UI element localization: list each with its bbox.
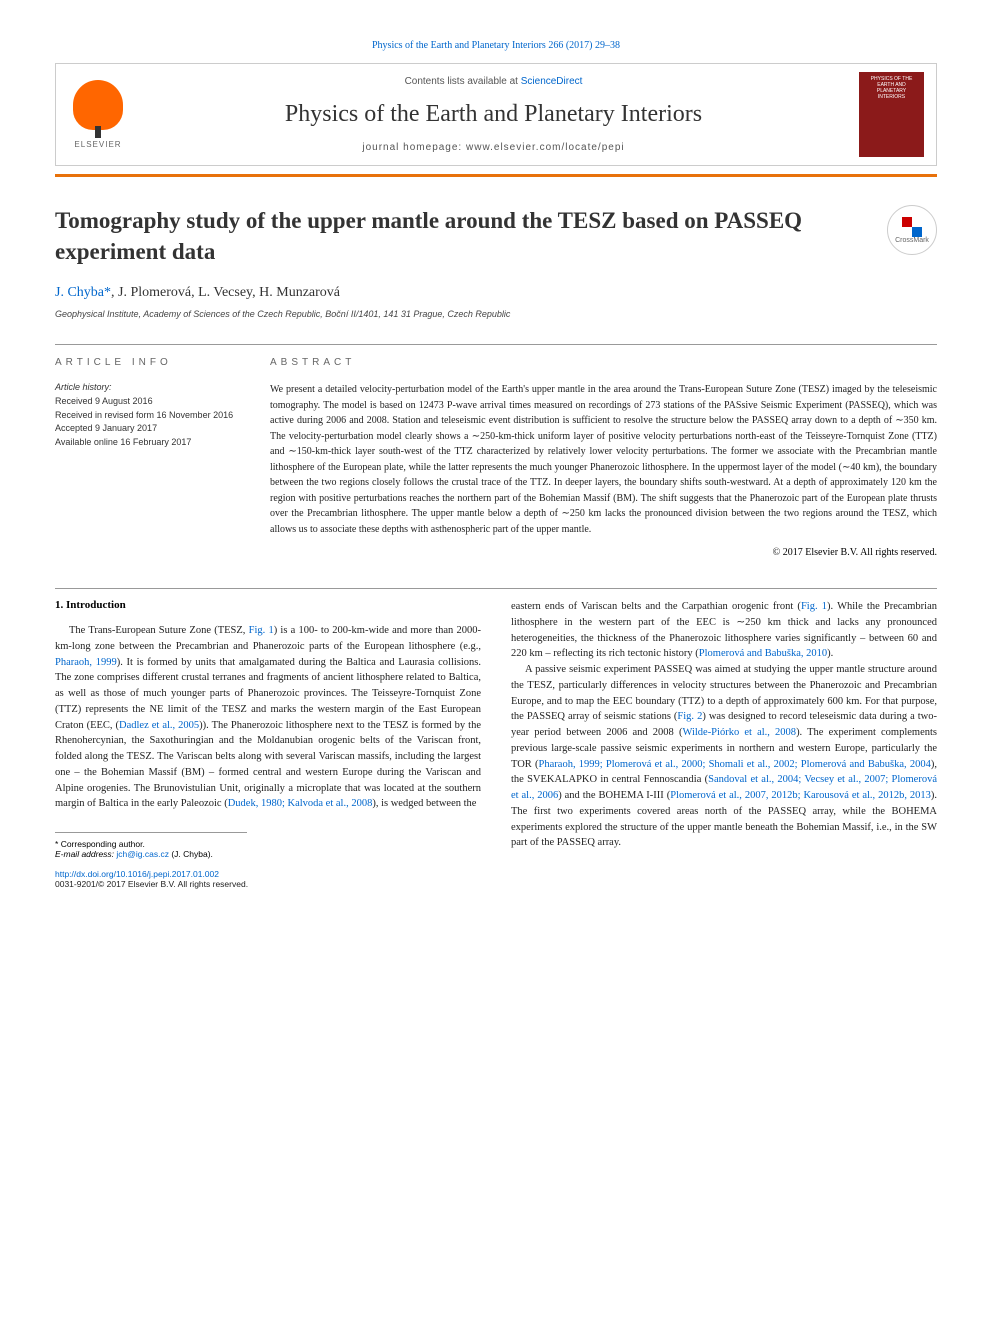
crossmark-label: CrossMark bbox=[895, 237, 929, 244]
sciencedirect-link[interactable]: ScienceDirect bbox=[521, 76, 583, 87]
t-c2-p1-a: eastern ends of Variscan belts and the C… bbox=[511, 601, 801, 612]
corr-label: Corresponding author. bbox=[61, 839, 145, 849]
corr-email-who: (J. Chyba). bbox=[169, 849, 213, 859]
body-column-right: eastern ends of Variscan belts and the C… bbox=[511, 599, 937, 859]
history-revised: Received in revised form 16 November 201… bbox=[55, 409, 240, 423]
section-heading-intro: 1. Introduction bbox=[55, 599, 481, 611]
history-online: Available online 16 February 2017 bbox=[55, 436, 240, 450]
abstract-text: We present a detailed velocity-perturbat… bbox=[270, 382, 937, 537]
body-text-right: eastern ends of Variscan belts and the C… bbox=[511, 599, 937, 851]
homepage-prefix: journal homepage: bbox=[362, 142, 466, 153]
article-info-label: ARTICLE INFO bbox=[55, 357, 240, 368]
ref-dadlez-2005[interactable]: Dadlez et al., 2005 bbox=[119, 720, 199, 731]
journal-name: Physics of the Earth and Planetary Inter… bbox=[128, 101, 859, 128]
corresponding-author-block: * Corresponding author. E-mail address: … bbox=[55, 832, 247, 859]
crossmark-badge[interactable]: CrossMark bbox=[887, 205, 937, 255]
article-title: Tomography study of the upper mantle aro… bbox=[55, 205, 867, 267]
homepage-url[interactable]: www.elsevier.com/locate/pepi bbox=[466, 142, 625, 153]
contents-prefix: Contents lists available at bbox=[405, 76, 521, 87]
t-c2-p1-c: ). bbox=[827, 648, 833, 659]
page-footer: http://dx.doi.org/10.1016/j.pepi.2017.01… bbox=[55, 869, 937, 889]
affiliation: Geophysical Institute, Academy of Scienc… bbox=[55, 309, 937, 319]
t-c1-d: )). The Phanerozoic lithosphere next to … bbox=[55, 720, 481, 810]
ref-tor[interactable]: Pharaoh, 1999; Plomerová et al., 2000; S… bbox=[539, 759, 931, 770]
abstract-copyright: © 2017 Elsevier B.V. All rights reserved… bbox=[270, 547, 937, 558]
authors-line: J. Chyba*, J. Plomerová, L. Vecsey, H. M… bbox=[55, 285, 937, 301]
ref-plomerova-2010[interactable]: Plomerová and Babuška, 2010 bbox=[699, 648, 827, 659]
issn-line: 0031-9201/© 2017 Elsevier B.V. All right… bbox=[55, 879, 248, 889]
elsevier-label: ELSEVIER bbox=[74, 140, 121, 149]
crossmark-icon bbox=[902, 217, 922, 237]
orange-divider bbox=[55, 174, 937, 177]
contents-line: Contents lists available at ScienceDirec… bbox=[128, 76, 859, 87]
fig1-link-2[interactable]: Fig. 1 bbox=[801, 601, 827, 612]
ref-dudek-kalvoda[interactable]: Dudek, 1980; Kalvoda et al., 2008 bbox=[228, 798, 373, 809]
ref-bohema[interactable]: Plomerová et al., 2007, 2012b; Karousová… bbox=[670, 790, 931, 801]
elsevier-logo: ELSEVIER bbox=[68, 80, 128, 150]
history-accepted: Accepted 9 January 2017 bbox=[55, 422, 240, 436]
t-c1-e: ), is wedged between the bbox=[372, 798, 476, 809]
email-label: E-mail address: bbox=[55, 849, 116, 859]
body-column-left: 1. Introduction The Trans-European Sutur… bbox=[55, 599, 481, 859]
corr-email-link[interactable]: jch@ig.cas.cz bbox=[116, 849, 169, 859]
abstract-label: ABSTRACT bbox=[270, 357, 937, 368]
doi-link[interactable]: http://dx.doi.org/10.1016/j.pepi.2017.01… bbox=[55, 869, 219, 879]
abstract-column: ABSTRACT We present a detailed velocity-… bbox=[270, 357, 937, 558]
homepage-line: journal homepage: www.elsevier.com/locat… bbox=[128, 142, 859, 153]
ref-pharaoh-1999[interactable]: Pharaoh, 1999 bbox=[55, 657, 117, 668]
t-c1-a: The Trans-European Suture Zone (TESZ, bbox=[69, 625, 249, 636]
journal-cover-thumb: PHYSICS OF THE EARTH AND PLANETARY INTER… bbox=[859, 72, 924, 157]
authors-rest: , J. Plomerová, L. Vecsey, H. Munzarová bbox=[111, 285, 340, 300]
divider-top bbox=[55, 344, 937, 345]
journal-cover-title: PHYSICS OF THE EARTH AND PLANETARY INTER… bbox=[863, 76, 920, 100]
fig1-link[interactable]: Fig. 1 bbox=[249, 625, 274, 636]
t-c2-p2-e: ) and the BOHEMA I-III ( bbox=[558, 790, 670, 801]
history-received: Received 9 August 2016 bbox=[55, 395, 240, 409]
corr-star: * bbox=[55, 839, 58, 849]
author-star: * bbox=[104, 285, 111, 300]
fig2-link[interactable]: Fig. 2 bbox=[677, 711, 702, 722]
ref-wilde-piorko[interactable]: Wilde-Piórko et al., 2008 bbox=[682, 727, 796, 738]
journal-header-box: ELSEVIER Contents lists available at Sci… bbox=[55, 63, 937, 166]
history-label: Article history: bbox=[55, 382, 240, 392]
elsevier-tree-icon bbox=[73, 80, 123, 130]
header-citation: Physics of the Earth and Planetary Inter… bbox=[55, 40, 937, 51]
body-text-left: The Trans-European Suture Zone (TESZ, Fi… bbox=[55, 623, 481, 812]
article-info-column: ARTICLE INFO Article history: Received 9… bbox=[55, 357, 240, 558]
divider-bottom bbox=[55, 588, 937, 589]
author-corresponding[interactable]: J. Chyba bbox=[55, 285, 104, 300]
